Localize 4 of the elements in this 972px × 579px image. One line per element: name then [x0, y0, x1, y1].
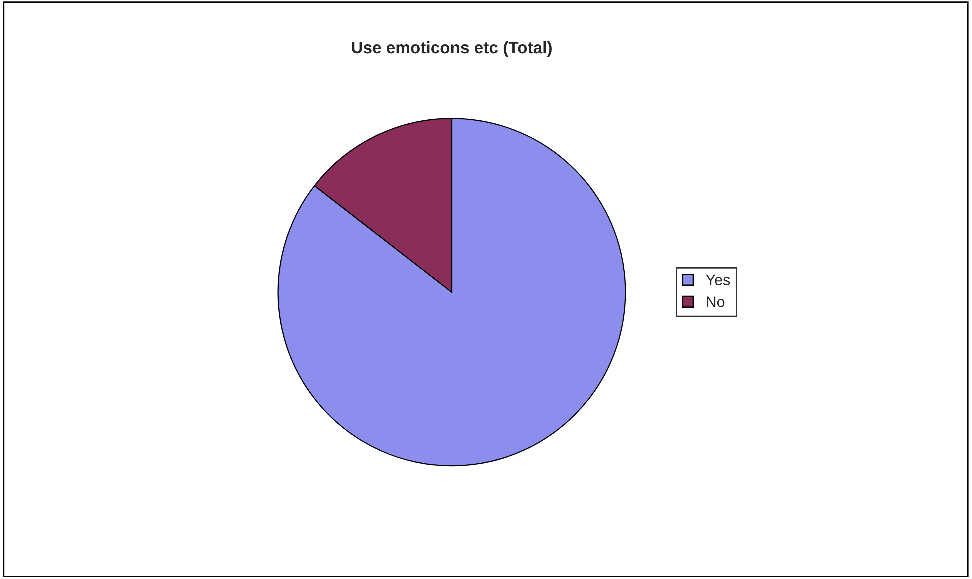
- pie-slice: [278, 118, 626, 467]
- legend-label: Yes: [706, 274, 730, 286]
- legend-label: No: [707, 296, 725, 308]
- chart-title: Use emoticons etc (Total): [352, 41, 552, 57]
